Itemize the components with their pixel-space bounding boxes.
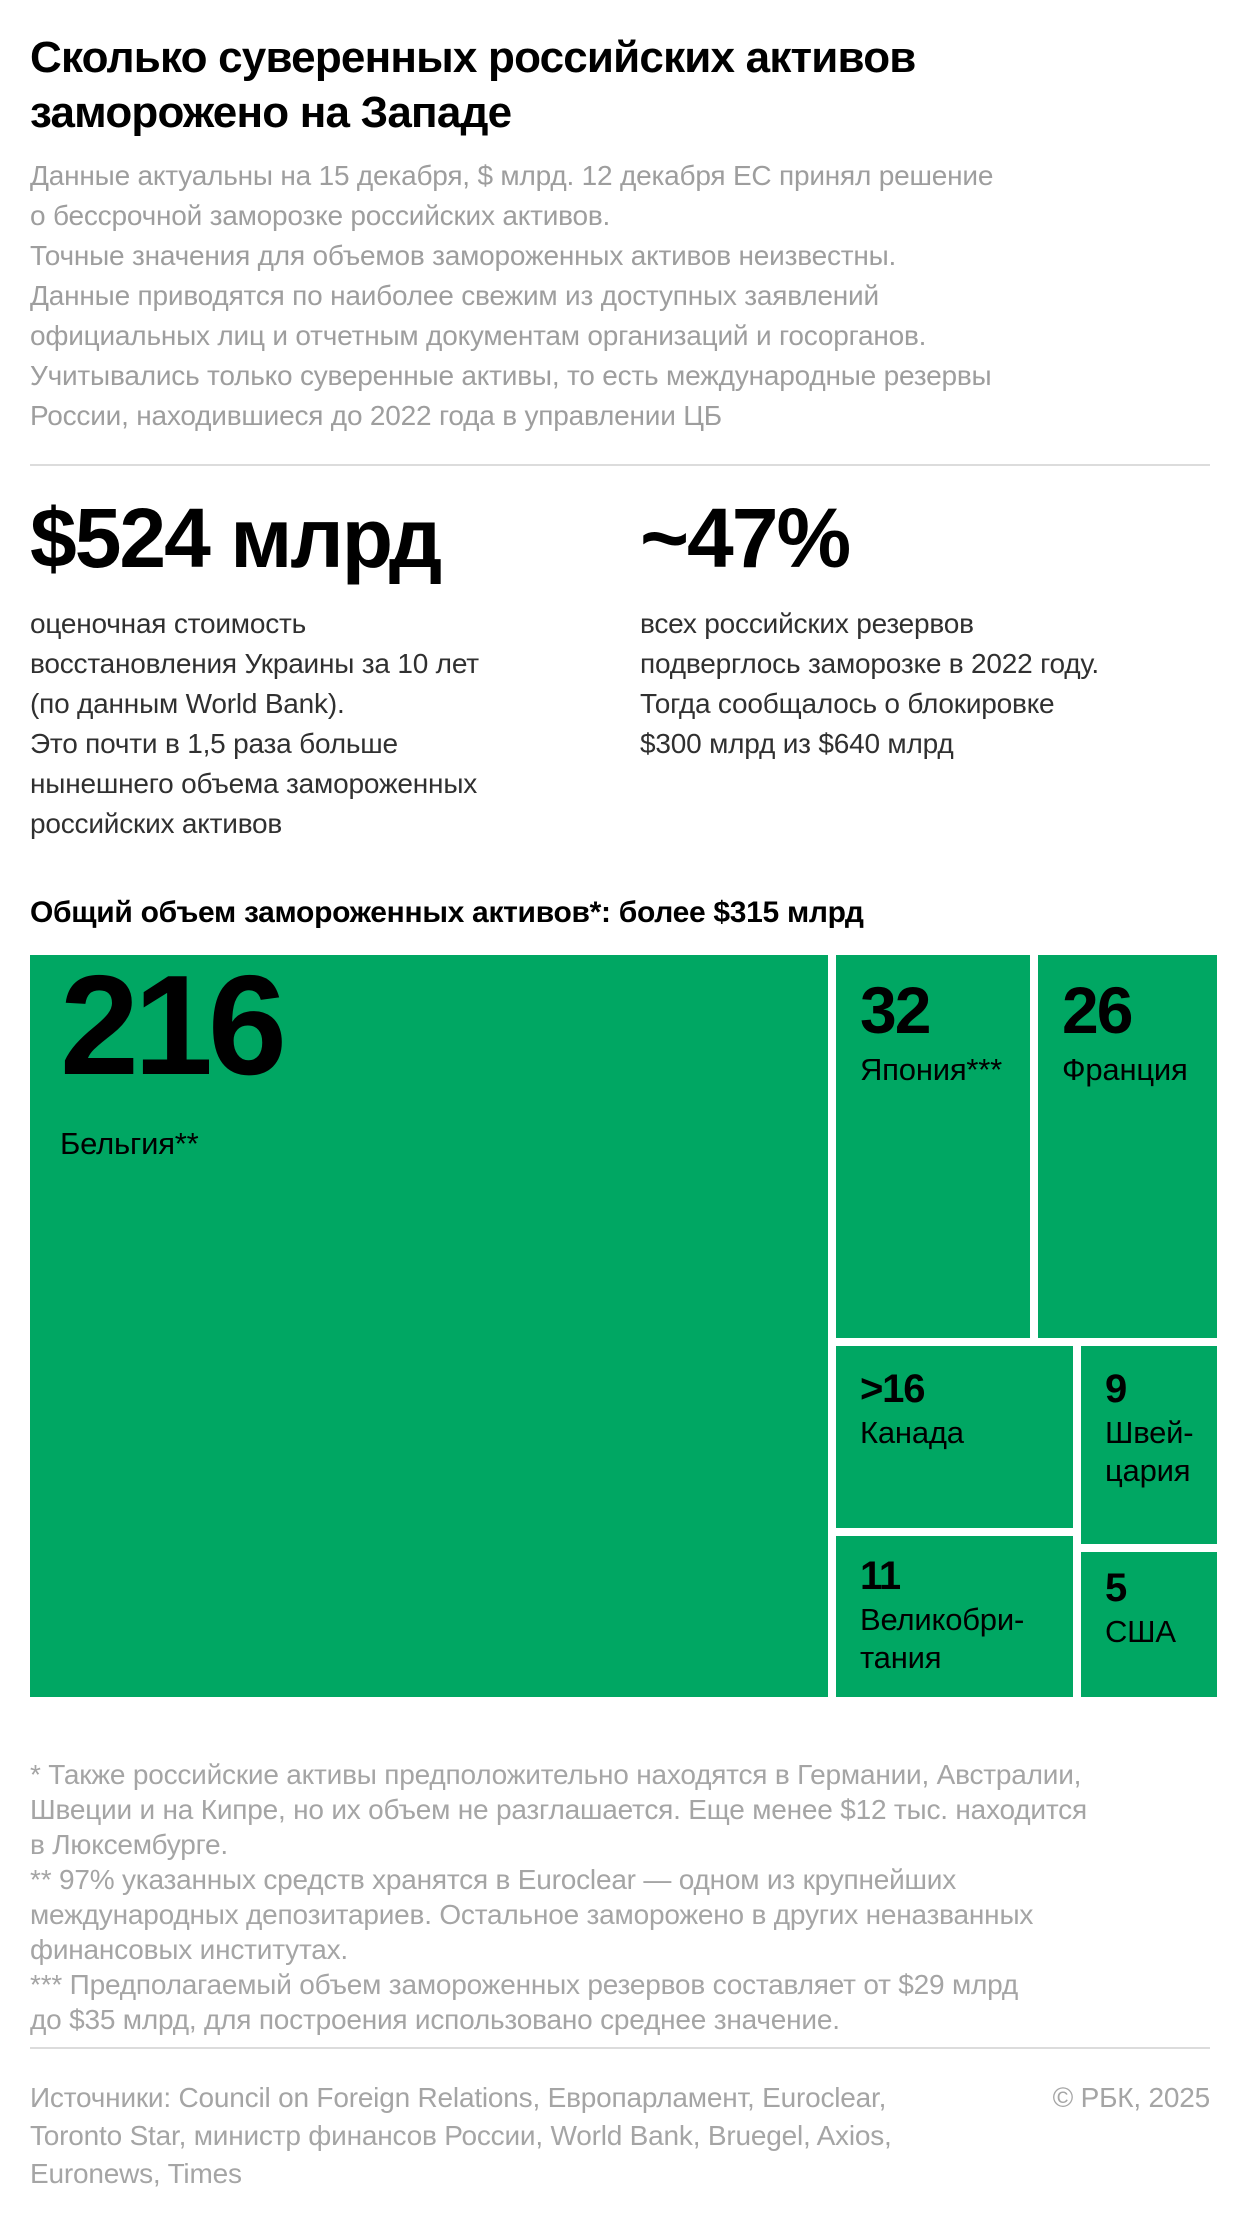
treemap-cell-japan: 32 Япония*** xyxy=(836,955,1030,1338)
footnote-line: ** 97% указанных средств хранятся в Euro… xyxy=(30,1864,957,1895)
cell-value: 216 xyxy=(60,955,287,1105)
cell-label: США xyxy=(1105,1614,1176,1649)
sources-line: Euronews, Times xyxy=(30,2158,242,2189)
intro-line: о бессрочной заморозке российских активо… xyxy=(30,200,611,231)
treemap-cell-canada: >16 Канада xyxy=(836,1346,1073,1528)
sources-line: Toronto Star, министр финансов России, W… xyxy=(30,2120,892,2151)
treemap-bottom-left-col: >16 Канада 11 Великобри- тания xyxy=(836,1346,1073,1697)
stat-ukraine-recovery: $524 млрд оценочная стоимость восстановл… xyxy=(30,496,640,844)
intro-line: Данные приводятся по наиболее свежим из … xyxy=(30,280,879,311)
cell-label: Великобри- тания xyxy=(860,1602,1025,1675)
infographic-page: Сколько суверенных российских активов за… xyxy=(0,30,1240,2193)
page-title: Сколько суверенных российских активов за… xyxy=(30,30,1210,140)
sources-text: Источники: Council on Foreign Relations,… xyxy=(30,2079,892,2193)
treemap-chart: 216 Бельгия** 32 Япония*** 26 Франция >1… xyxy=(30,955,1218,1697)
intro-line: Учитывались только суверенные активы, то… xyxy=(30,360,992,391)
stat-reserves-share: ~47% всех российских резервов подверглос… xyxy=(640,496,1210,844)
chart-heading: Общий объем замороженных активов*: более… xyxy=(30,896,864,929)
footnote-line: *** Предполагаемый объем замороженных ре… xyxy=(30,1969,1019,2000)
treemap-cell-uk: 11 Великобри- тания xyxy=(836,1536,1073,1697)
intro-line: Данные актуальны на 15 декабря, $ млрд. … xyxy=(30,160,994,191)
cell-value: 11 xyxy=(860,1554,901,1598)
footnote-line: международных депозитариев. Остальное за… xyxy=(30,1899,1034,1930)
intro-line: Точные значения для объемов замороженных… xyxy=(30,240,897,271)
cell-value: >16 xyxy=(860,1367,925,1411)
treemap-right-group: 32 Япония*** 26 Франция >16 Канада 11 В xyxy=(836,955,1218,1697)
copyright: © РБК, 2025 xyxy=(1052,2082,1211,2113)
treemap-cell-belgium: 216 Бельгия** xyxy=(30,955,828,1697)
footnote-line: финансовых институтах. xyxy=(30,1934,349,1965)
cell-label: Швей- цария xyxy=(1105,1415,1194,1488)
treemap-top-row: 32 Япония*** 26 Франция xyxy=(836,955,1218,1338)
footnote-line: до $35 млрд, для построения использовано… xyxy=(30,2004,840,2035)
cell-value: 32 xyxy=(860,973,931,1047)
footnote-line: в Люксембурге. xyxy=(30,1829,228,1860)
cell-value: 5 xyxy=(1105,1566,1127,1610)
cell-value: 26 xyxy=(1062,973,1133,1047)
treemap-cell-france: 26 Франция xyxy=(1038,955,1218,1338)
divider xyxy=(30,2047,1210,2049)
treemap-cell-usa: 5 США xyxy=(1081,1552,1218,1697)
sources-row: Источники: Council on Foreign Relations,… xyxy=(30,2079,1210,2193)
sources-line: Источники: Council on Foreign Relations,… xyxy=(30,2082,887,2113)
footnotes: * Также российские активы предположитель… xyxy=(30,1757,1210,2037)
cell-label: Франция xyxy=(1062,1052,1188,1087)
key-stats: $524 млрд оценочная стоимость восстановл… xyxy=(30,496,1210,844)
treemap-bottom-right-col: 9 Швей- цария 5 США xyxy=(1081,1346,1218,1697)
cell-value: 9 xyxy=(1105,1367,1127,1411)
treemap-cell-switzerland: 9 Швей- цария xyxy=(1081,1346,1218,1544)
stat-description: всех российских резервов подверглось зам… xyxy=(640,608,1099,759)
stat-value: ~47% xyxy=(640,491,851,585)
footnote-line: Швеции и на Кипре, но их объем не разгла… xyxy=(30,1794,1087,1825)
divider xyxy=(30,464,1210,466)
stat-value: $524 млрд xyxy=(30,491,442,585)
footnote-line: * Также российские активы предположитель… xyxy=(30,1759,1082,1790)
cell-label: Япония*** xyxy=(860,1052,1003,1087)
cell-label: Бельгия** xyxy=(60,1126,199,1161)
treemap-bottom-row: >16 Канада 11 Великобри- тания 9 Швей- ц… xyxy=(836,1346,1218,1697)
intro-line: России, находившиеся до 2022 года в упра… xyxy=(30,400,722,431)
intro-text: Данные актуальны на 15 декабря, $ млрд. … xyxy=(30,156,1210,436)
stat-description: оценочная стоимость восстановления Украи… xyxy=(30,608,479,839)
page-title-line: Сколько суверенных российских активов xyxy=(30,33,916,82)
intro-line: официальных лиц и отчетным документам ор… xyxy=(30,320,927,351)
cell-label: Канада xyxy=(860,1415,964,1450)
page-title-line: заморожено на Западе xyxy=(30,88,512,137)
